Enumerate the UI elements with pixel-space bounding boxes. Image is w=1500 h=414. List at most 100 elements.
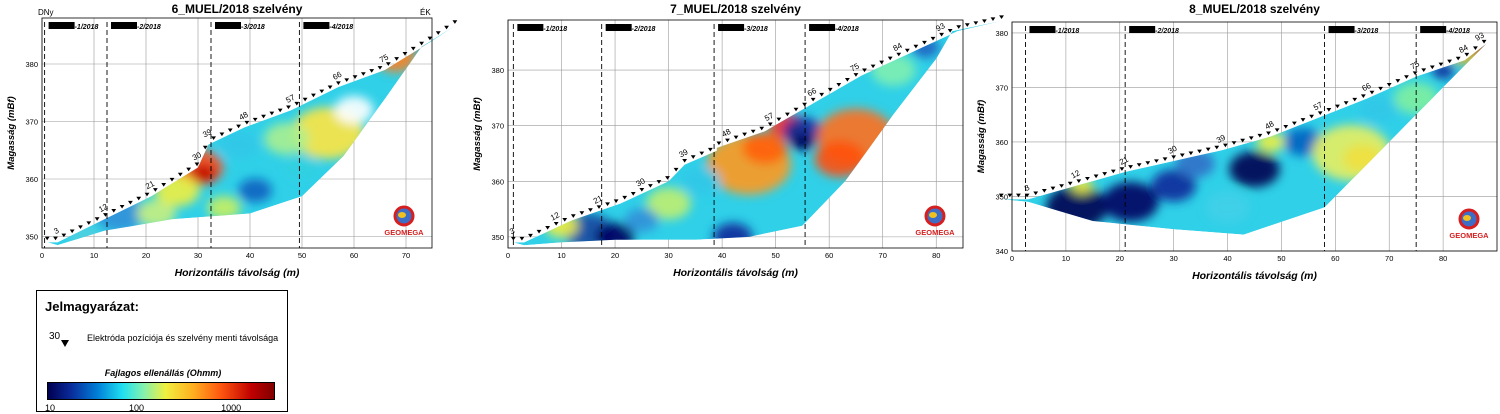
electrode-marker [947, 28, 953, 33]
electrode-marker [690, 155, 696, 159]
electrode-marker [94, 217, 100, 221]
electrode-marker [1283, 124, 1289, 129]
crossing-bar [809, 24, 836, 31]
electrode-marker [853, 73, 859, 77]
crossing-label: -4/2018 [329, 24, 353, 31]
electrode-marker [776, 117, 782, 122]
electrode-marker [588, 208, 593, 212]
electrode-marker [86, 221, 92, 225]
x-tick-label: 10 [90, 251, 98, 260]
electrode-marker [879, 60, 885, 65]
electrode-marker [1179, 153, 1185, 158]
electrode-marker [922, 40, 927, 45]
legend-marker-text: Elektróda pozíciója és szelvény menti tá… [87, 333, 279, 343]
resistivity-patch [400, 33, 423, 49]
electrode-marker [369, 69, 375, 73]
x-tick-label: 30 [194, 251, 202, 260]
electrode-marker [1136, 163, 1142, 167]
crossing-bar [1420, 26, 1447, 33]
electrode-marker [236, 124, 241, 129]
electrode-marker [1076, 179, 1082, 183]
electrode-marker [733, 135, 739, 140]
y-axis-label: Magasság (mBf) [976, 100, 987, 173]
crossing-label: -2/2018 [1155, 28, 1179, 35]
electrode-marker [402, 52, 408, 56]
electrode-label: 3 [508, 226, 517, 236]
electrode-marker [1274, 128, 1280, 132]
plot-frame [507, 19, 964, 249]
plot-frame [41, 17, 433, 249]
electrode-marker [1162, 157, 1168, 161]
electrode-marker [1412, 71, 1418, 76]
x-tick-label: 0 [40, 251, 44, 260]
logo-text: GEOMEGA [1449, 231, 1489, 240]
resistivity-patch [1358, 95, 1399, 124]
colorbar-tick-label: 10 [45, 403, 56, 413]
electrode-marker [1309, 114, 1315, 119]
electrode-marker [1326, 108, 1332, 112]
electrode-marker [53, 236, 58, 241]
electrode-marker [177, 172, 183, 177]
electrode-marker [1102, 172, 1108, 176]
electrode-label: 39 [677, 147, 690, 159]
legend-box: Jelmagyarázat: 30 Elektróda pozíciója és… [36, 290, 288, 413]
y-axis-label: Magasság (mBf) [472, 97, 483, 170]
y-tick-label: 380 [25, 60, 38, 69]
electrode-marker [956, 25, 962, 29]
electrode-marker [998, 193, 1004, 198]
electrode-marker [999, 15, 1004, 19]
electrode-marker [111, 209, 117, 213]
crossing-label: -1/2018 [543, 26, 567, 33]
crossing-bar [605, 24, 632, 31]
electrode-marker [1128, 165, 1133, 169]
electrode-marker [750, 129, 756, 134]
electrode-marker [1378, 86, 1383, 91]
geomega-logo: GEOMEGA [1449, 208, 1489, 240]
electrode-marker [639, 188, 645, 192]
electrode-marker [1119, 167, 1125, 171]
electrode-marker [1085, 176, 1090, 181]
resistivity-patch [742, 131, 788, 164]
electrode-label: 66 [331, 69, 344, 81]
logo-text: GEOMEGA [915, 228, 955, 237]
electrode-marker [78, 225, 83, 230]
x-tick-label: 20 [142, 251, 150, 260]
electrode-marker [1317, 111, 1323, 115]
electrode-marker [613, 199, 619, 203]
electrode-label: 39 [201, 127, 214, 139]
resistivity-patch [220, 130, 260, 159]
electrode-marker [1438, 62, 1444, 67]
electrode-marker [725, 138, 730, 143]
electrode-marker [410, 46, 416, 51]
electrode-marker [622, 195, 628, 200]
electrode-marker [793, 107, 799, 112]
electrode-marker [819, 92, 825, 97]
crossing-bar [718, 24, 745, 31]
electrode-marker [277, 108, 283, 113]
resistivity-patch [1151, 169, 1197, 202]
electrode-marker [394, 57, 400, 61]
electrode-marker [419, 41, 424, 46]
electrode-marker [344, 78, 350, 82]
electrode-marker [785, 112, 790, 117]
y-tick-label: 360 [995, 138, 1008, 147]
electrode-marker [319, 89, 325, 94]
crossing-bar [48, 22, 75, 29]
resistivity-patch [264, 122, 309, 155]
electrode-marker [1205, 147, 1211, 152]
electrode-label: 30 [635, 176, 648, 188]
electrode-marker [352, 75, 358, 79]
x-tick-label: 20 [611, 251, 619, 260]
y-tick-label: 350 [995, 192, 1008, 201]
crossing-bar [1029, 26, 1056, 33]
x-tick-label: 20 [1116, 254, 1124, 263]
electrode-label: 84 [892, 41, 905, 53]
electrode-label: 66 [806, 86, 819, 98]
electrode-marker [61, 233, 67, 238]
electrode-marker [836, 82, 842, 87]
electrode-marker [1171, 155, 1177, 160]
crossing-bar [517, 24, 544, 31]
electrode-marker [1429, 65, 1435, 70]
resistivity-patch [1342, 144, 1382, 173]
electrode-marker [202, 145, 208, 150]
